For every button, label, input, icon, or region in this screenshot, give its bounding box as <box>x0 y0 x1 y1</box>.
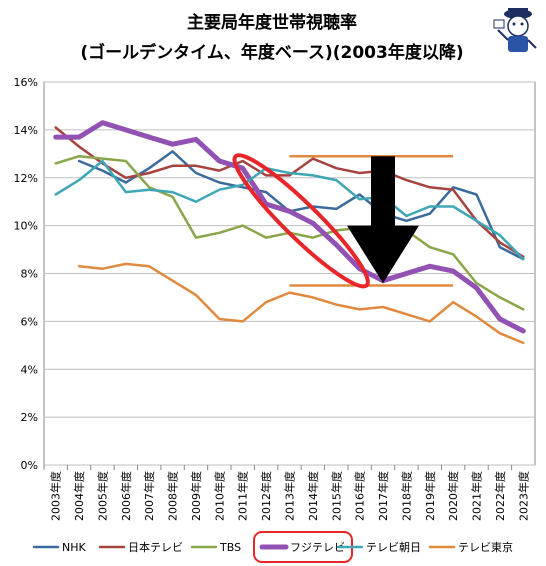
x-tick-label: 2013年度 <box>283 471 297 521</box>
x-tick-label: 2010年度 <box>212 471 226 521</box>
x-axis-ticks: 2003年度 2004年度 2005年度 2006年度 2007年度 2008年度 2009… <box>43 465 530 521</box>
x-tick-label: 2021年度 <box>470 471 484 521</box>
annotations <box>232 153 454 289</box>
x-tick-label: 2018年度 <box>399 471 413 521</box>
x-tick-label: 2014年度 <box>306 471 320 521</box>
chart-title-line1: 主要局年度世帯視聴率 <box>187 12 357 33</box>
series-line-0 <box>77 150 525 261</box>
series-line-4 <box>54 159 525 261</box>
mascot-icon <box>493 8 537 52</box>
legend: NHK 日本テレビ TBS フジテレビ テレビ朝日 テレビ東京 <box>32 531 513 563</box>
x-tick-label: 2016年度 <box>353 471 367 521</box>
x-tick-label: 2011年度 <box>236 471 250 521</box>
legend-label: テレビ東京 <box>458 540 513 554</box>
y-tick-label: 2% <box>21 411 38 424</box>
y-tick-label: 12% <box>14 172 38 185</box>
y-tick-label: 10% <box>14 220 38 233</box>
annotation-ellipse <box>232 153 370 289</box>
y-tick-label: 16% <box>14 76 38 89</box>
x-tick-label: 2009年度 <box>189 471 203 521</box>
gridlines <box>44 81 535 466</box>
y-axis-ticks: 0% 2% 4% 6% 8% 10% 12% 14% 16% <box>14 76 38 472</box>
chart-title-line2: (ゴールデンタイム、年度ベース)(2003年度以降) <box>80 42 463 63</box>
x-tick-label: 2008年度 <box>166 471 180 521</box>
legend-label: 日本テレビ <box>128 540 183 554</box>
series-line-1 <box>54 126 525 258</box>
legend-label: テレビ朝日 <box>366 541 421 554</box>
series-group <box>53 120 526 345</box>
x-tick-label: 2004年度 <box>72 471 86 521</box>
x-tick-label: 2006年度 <box>119 471 133 521</box>
x-tick-label: 2017年度 <box>376 471 390 521</box>
y-tick-label: 6% <box>21 315 38 328</box>
x-tick-label: 2020年度 <box>446 471 460 521</box>
series-line-3 <box>53 120 526 334</box>
x-tick-label: 2019年度 <box>423 471 437 521</box>
annotation-arrow <box>347 156 419 284</box>
x-tick-label: 2012年度 <box>259 471 273 521</box>
legend-label: フジテレビ <box>290 541 345 554</box>
x-tick-label: 2022年度 <box>493 471 507 521</box>
legend-label: TBS <box>219 541 241 554</box>
y-tick-label: 8% <box>21 268 38 281</box>
x-tick-label: 2023年度 <box>516 471 530 521</box>
x-tick-label: 2007年度 <box>142 471 156 521</box>
series-line-5 <box>77 262 525 345</box>
legend-label: NHK <box>62 541 87 554</box>
y-tick-label: 4% <box>21 363 38 376</box>
x-tick-label: 2003年度 <box>49 471 63 521</box>
y-tick-label: 0% <box>21 459 38 472</box>
x-tick-label: 2015年度 <box>329 471 343 521</box>
y-tick-label: 14% <box>14 124 38 137</box>
x-tick-label: 2005年度 <box>95 471 109 521</box>
